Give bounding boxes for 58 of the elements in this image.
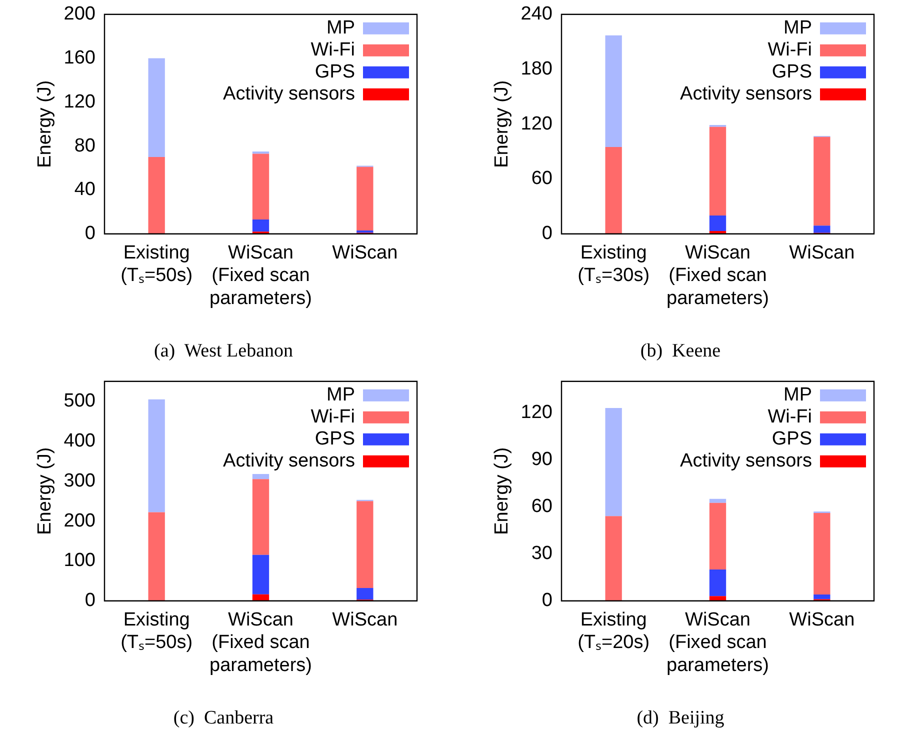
y-tick-label: 120 xyxy=(520,402,552,423)
y-tick-label: 300 xyxy=(64,470,96,492)
x-tick-label: Existing (Tₛ=20s) xyxy=(578,609,650,654)
y-tick-label: 200 xyxy=(64,510,96,532)
x-tick-label: WiScan (Fixed scan parameters) xyxy=(210,609,312,676)
legend-label: GPS xyxy=(314,428,355,450)
legend-label: MP xyxy=(326,18,355,39)
y-axis-title: Energy (J) xyxy=(34,447,56,535)
y-tick-label: 0 xyxy=(84,590,96,612)
legend-label: GPS xyxy=(772,428,812,450)
y-tick-label: 400 xyxy=(64,430,96,452)
y-tick-label: 200 xyxy=(64,4,96,25)
text: (a) West Lebanon xyxy=(154,340,294,362)
y-tick-label: 500 xyxy=(64,390,96,412)
x-tick-label: Existing (Tₛ=50s) xyxy=(120,242,193,286)
legend-label: GPS xyxy=(772,62,812,83)
y-tick-label: 120 xyxy=(520,113,552,134)
legend-label: Wi-Fi xyxy=(768,40,812,61)
y-tick-label: 80 xyxy=(74,135,96,156)
y-tick-label: 60 xyxy=(531,168,552,190)
y-tick-label: 0 xyxy=(542,223,552,244)
legend-label: Activity sensors xyxy=(223,450,355,472)
legend-label: Activity sensors xyxy=(680,84,812,105)
text: (d) Beijing xyxy=(636,708,725,729)
y-tick-label: 0 xyxy=(84,223,96,244)
text: (c) Canberra xyxy=(173,708,274,729)
y-tick-label: 0 xyxy=(542,590,552,612)
x-tick-label: WiScan (Fixed scan parameters) xyxy=(210,242,312,310)
legend-label: MP xyxy=(784,384,812,406)
y-axis-title: Energy (J) xyxy=(34,80,56,168)
x-tick-label: WiScan xyxy=(332,609,398,630)
legend-label: Wi-Fi xyxy=(768,406,812,428)
y-tick-label: 120 xyxy=(64,91,96,112)
y-tick-label: 30 xyxy=(531,543,552,564)
x-tick-label: WiScan (Fixed scan parameters) xyxy=(666,242,769,310)
y-tick-label: 90 xyxy=(531,448,552,470)
legend-label: Wi-Fi xyxy=(310,40,355,61)
legend-label: MP xyxy=(326,384,355,406)
x-tick-label: WiScan xyxy=(789,609,855,630)
y-tick-label: 180 xyxy=(520,58,552,80)
y-axis-title: Energy (J) xyxy=(492,80,513,168)
legend-label: Activity sensors xyxy=(680,450,812,472)
legend-label: MP xyxy=(784,18,812,39)
y-tick-label: 100 xyxy=(64,550,96,572)
y-tick-label: 160 xyxy=(64,48,96,69)
text: (b) Keene xyxy=(640,340,721,362)
x-tick-label: Existing (Tₛ=50s) xyxy=(120,609,193,654)
legend-label: Activity sensors xyxy=(223,84,355,105)
x-tick-label: WiScan xyxy=(332,242,398,264)
y-tick-label: 60 xyxy=(531,496,552,518)
x-tick-label: Existing (Tₛ=30s) xyxy=(578,242,650,286)
legend-label: GPS xyxy=(314,62,355,83)
x-tick-label: WiScan xyxy=(789,242,855,264)
y-tick-label: 40 xyxy=(74,179,96,200)
x-tick-label: WiScan (Fixed scan parameters) xyxy=(666,609,769,676)
y-axis-title: Energy (J) xyxy=(492,447,513,535)
legend-label: Wi-Fi xyxy=(310,406,355,428)
y-tick-label: 240 xyxy=(520,4,552,25)
